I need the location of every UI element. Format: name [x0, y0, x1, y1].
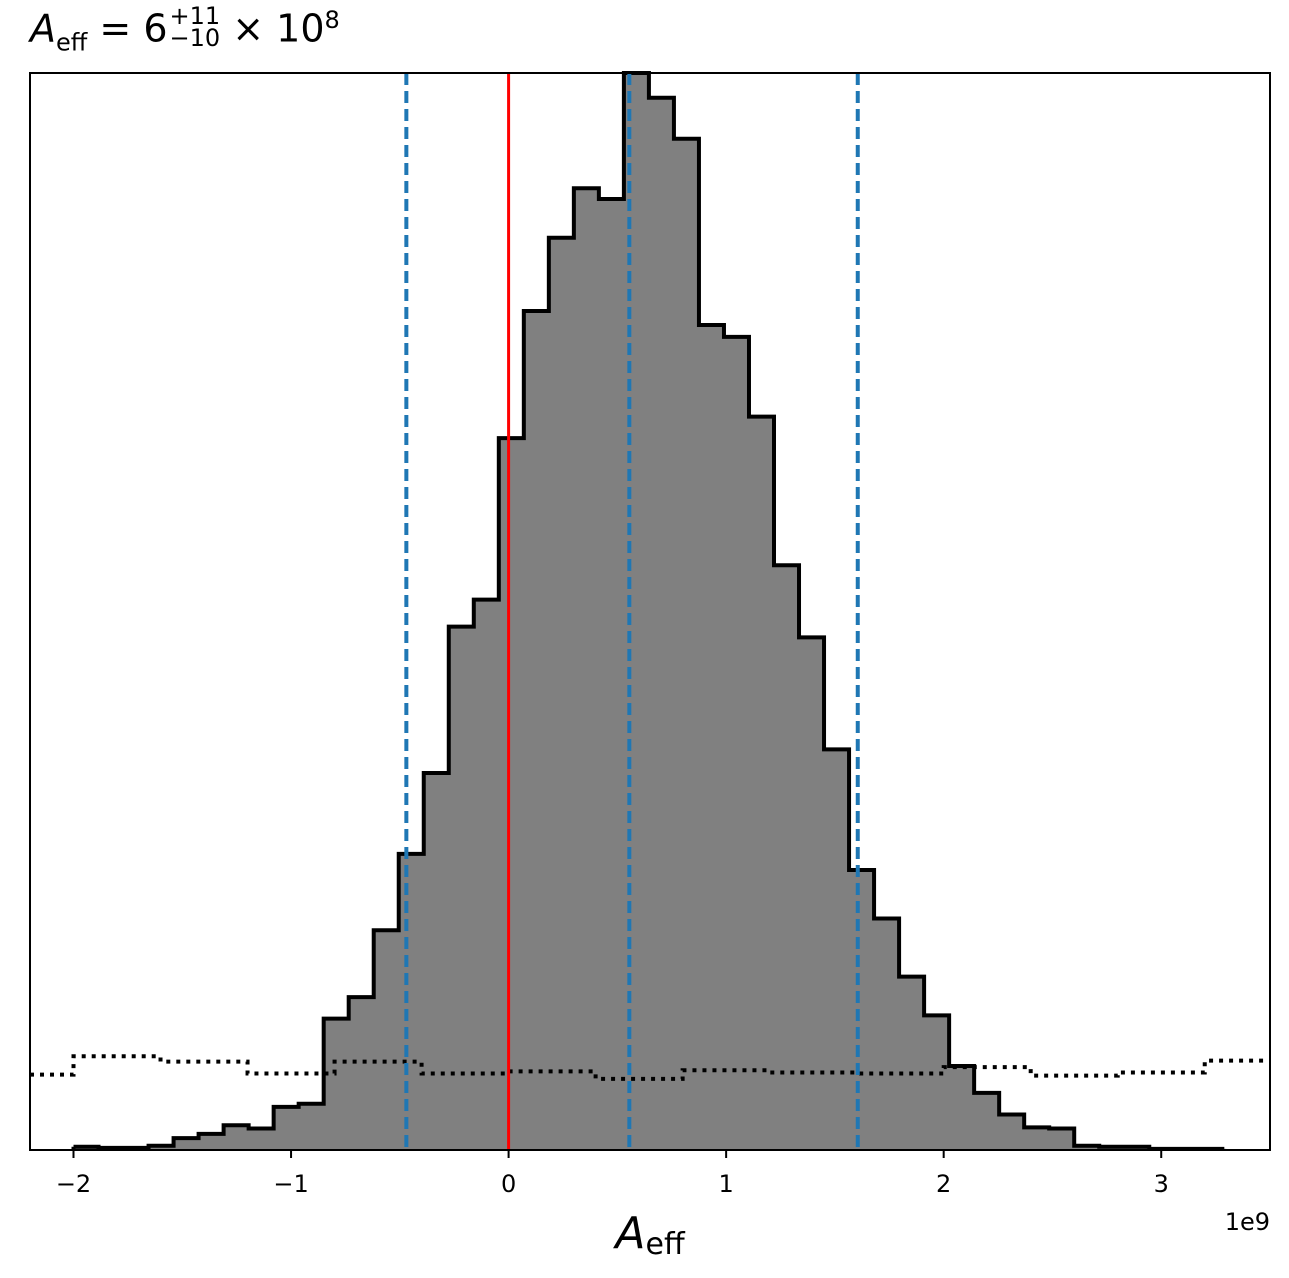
title-times: × 10 — [232, 6, 325, 51]
title-subscript: eff — [56, 28, 88, 57]
x-tick-label: 0 — [501, 1170, 516, 1198]
x-tick-label: 1 — [718, 1170, 733, 1198]
histogram-bar — [223, 1125, 250, 1150]
histogram-bar — [899, 976, 925, 1150]
histogram-bar — [974, 1092, 1000, 1150]
histogram-bar — [874, 918, 900, 1150]
histogram-bar — [824, 749, 850, 1150]
histogram-bar — [623, 73, 650, 1150]
histogram-bar — [1074, 1145, 1100, 1150]
prior-outline — [30, 1054, 1270, 1081]
title-equals: = 6 — [99, 6, 168, 51]
histogram-bar — [348, 997, 375, 1150]
axis-offset-label: 1e9 — [1225, 1208, 1270, 1236]
histogram-bar — [799, 637, 825, 1150]
x-tick-label: −1 — [273, 1170, 308, 1198]
x-tick-label: 3 — [1154, 1170, 1169, 1198]
histogram-bar — [774, 565, 800, 1150]
histogram-bar — [698, 325, 725, 1150]
title-error-bounds: +11 −10 — [169, 2, 221, 53]
title-lower: −10 — [169, 24, 221, 53]
posterior-histogram — [71, 71, 1227, 1151]
x-tick-label: 2 — [936, 1170, 951, 1198]
histogram-bar — [323, 1018, 350, 1150]
reference-lines — [404, 73, 860, 1150]
histogram-bar — [999, 1114, 1025, 1150]
histogram-bar — [398, 853, 425, 1150]
histogram-bar — [523, 311, 550, 1151]
histogram-bar — [598, 199, 625, 1150]
x-axis-label-subscript: eff — [645, 1227, 685, 1262]
histogram-bar — [924, 1015, 950, 1150]
histogram-bar — [648, 97, 675, 1150]
prior-histogram — [30, 1054, 1270, 1081]
histogram-bar — [748, 416, 775, 1150]
title-upper: +11 — [169, 2, 221, 31]
histogram-bar — [448, 626, 475, 1150]
title-symbol: A — [30, 6, 56, 51]
histogram-bar — [548, 237, 575, 1150]
histogram-bar — [673, 138, 700, 1150]
x-axis-label-symbol: A — [612, 1208, 645, 1259]
histogram-bar — [273, 1106, 300, 1150]
title-exponent: 8 — [324, 6, 340, 34]
histogram-bar — [723, 336, 750, 1150]
histogram-bar — [573, 188, 600, 1150]
axes-frame — [29, 72, 1271, 1151]
histogram-bar — [498, 438, 525, 1150]
histogram-bar — [148, 1145, 175, 1150]
histogram-bar — [298, 1103, 325, 1150]
histogram-bar — [173, 1138, 200, 1150]
x-axis-label: Aeff — [612, 1208, 686, 1262]
histogram-bar — [473, 599, 500, 1150]
histogram-bar — [423, 773, 450, 1150]
histogram-bar — [1024, 1127, 1050, 1150]
histogram-bar — [198, 1133, 225, 1150]
histogram-bar — [1049, 1128, 1075, 1150]
histogram-bar — [373, 930, 400, 1150]
histogram-bar — [849, 869, 875, 1150]
histogram-bar — [949, 1065, 975, 1150]
plot-title: Aeff = 6 +11 −10 × 108 — [30, 2, 340, 57]
x-axis-ticks: −2 −1 0 1 2 3 — [56, 1150, 1169, 1198]
x-tick-label: −2 — [56, 1170, 91, 1198]
histogram-bar — [248, 1128, 275, 1150]
